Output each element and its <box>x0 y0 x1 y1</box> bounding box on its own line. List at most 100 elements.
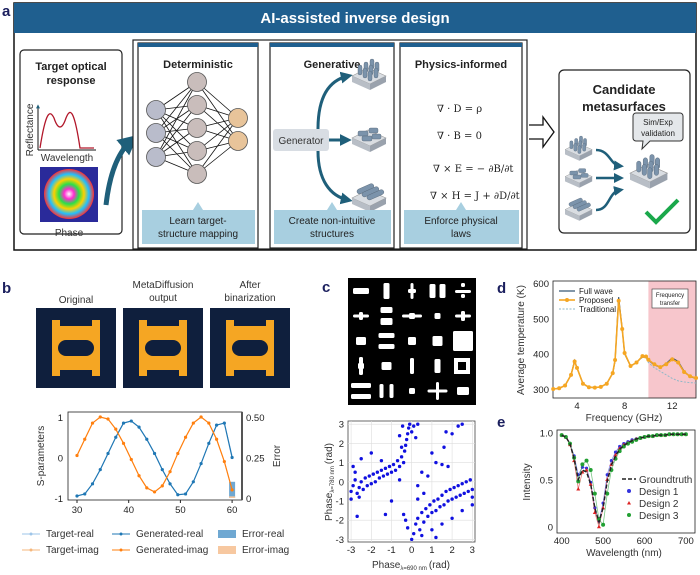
scatter-point <box>389 470 394 474</box>
bar <box>576 202 591 212</box>
y-axis-label: S-parameters <box>36 426 47 487</box>
scatter-point <box>442 445 446 449</box>
substrate-side <box>565 149 580 161</box>
data-point <box>576 486 581 491</box>
x-tick-label: 600 <box>637 536 653 547</box>
block <box>569 170 578 176</box>
data-point <box>584 458 589 463</box>
pillar <box>641 164 647 176</box>
scatter-point <box>440 522 444 526</box>
data-point <box>114 427 118 431</box>
block <box>368 127 379 134</box>
phase-label: Phase <box>55 228 84 239</box>
scatter-point <box>369 482 373 486</box>
y-axis-label: Average temperature (K) <box>516 285 527 395</box>
block <box>371 133 382 140</box>
scatter-point <box>397 434 402 438</box>
plot-frame <box>552 280 697 399</box>
nn-node <box>187 95 207 115</box>
data-point <box>638 435 643 440</box>
reflectance-label: Reflectance <box>25 103 36 156</box>
scatter-point <box>371 472 376 476</box>
data-point <box>592 491 597 496</box>
y-tick-label: 0 <box>58 454 63 465</box>
meta-atom <box>436 382 439 400</box>
scatter-point <box>353 478 357 482</box>
scatter-point <box>416 497 420 501</box>
scatter-point <box>395 458 400 463</box>
physics-caption-2: laws <box>451 229 471 240</box>
structure-hole <box>232 340 268 356</box>
x-tick-label: 1 <box>429 545 434 556</box>
meta-atom <box>432 336 443 346</box>
data-point <box>121 441 126 445</box>
image-title-original: Original <box>59 295 93 306</box>
y-tick-label: 300 <box>533 385 549 396</box>
meta-atom <box>434 359 441 373</box>
binary-structure-library-image <box>348 278 476 405</box>
candidate-title-1: Candidate <box>593 82 656 97</box>
pillar <box>373 67 379 79</box>
data-point <box>121 421 126 425</box>
generative-caption-1: Create non-intuitive <box>289 216 376 227</box>
scatter-point <box>456 424 460 428</box>
scatter-point <box>424 506 428 511</box>
scatter-point <box>387 464 392 469</box>
x-tick-label: 400 <box>554 536 570 547</box>
x-axis-label: Wavelength (nm) <box>586 548 662 559</box>
data-point <box>575 365 579 370</box>
scatter-point <box>391 462 396 467</box>
block <box>578 168 586 173</box>
scatter-point <box>432 499 436 503</box>
scatter-point <box>399 445 404 449</box>
title-bar <box>14 3 696 33</box>
scatter-point <box>361 487 365 492</box>
scatter-point <box>414 435 418 440</box>
candidate-pillars-icon <box>564 135 593 161</box>
nn-node <box>187 118 207 138</box>
meta-atom <box>379 384 384 398</box>
y-axis-label: Phaseλ=780 nm (rad) <box>324 443 336 521</box>
data-point <box>613 452 618 457</box>
data-point <box>613 358 618 363</box>
pillar <box>357 64 363 76</box>
scatter-point <box>464 480 468 484</box>
validation-bubble <box>632 112 684 151</box>
meta-atom <box>434 313 441 319</box>
scatter-point <box>452 485 456 490</box>
y-label-sub: λ=780 nm <box>330 466 336 493</box>
meta-atom <box>359 312 363 320</box>
arrow-up-icon <box>316 71 353 130</box>
deterministic-title: Deterministic <box>163 59 233 71</box>
scatter-point <box>434 535 438 540</box>
pillar <box>573 143 578 152</box>
data-point <box>616 298 621 303</box>
data-point <box>576 479 581 484</box>
substrate-side <box>579 209 593 221</box>
data-point <box>90 482 95 486</box>
scatter-point <box>405 526 410 530</box>
scatter-point <box>349 489 353 494</box>
x-tick-label: 4 <box>574 401 579 412</box>
original-structure-image <box>36 308 116 388</box>
scatter-point <box>404 437 409 442</box>
legend-marker <box>627 513 631 517</box>
x-axis-label: Frequency (GHz) <box>586 413 663 424</box>
scatter-point <box>359 480 363 484</box>
scatter-point <box>385 472 390 476</box>
data-point <box>75 494 79 498</box>
scatter-point <box>416 483 420 488</box>
data-point <box>601 505 606 510</box>
data-point <box>688 374 693 379</box>
scatter-point <box>430 510 434 515</box>
scatter-point <box>401 512 406 517</box>
data-point <box>98 415 102 419</box>
data-point <box>176 451 180 456</box>
data-point <box>230 455 234 460</box>
scatter-point <box>416 422 420 426</box>
scatter-point <box>357 495 361 499</box>
generative-title: Generative <box>304 59 361 71</box>
data-point <box>628 364 633 369</box>
generative-caption-2: structures <box>310 229 354 240</box>
